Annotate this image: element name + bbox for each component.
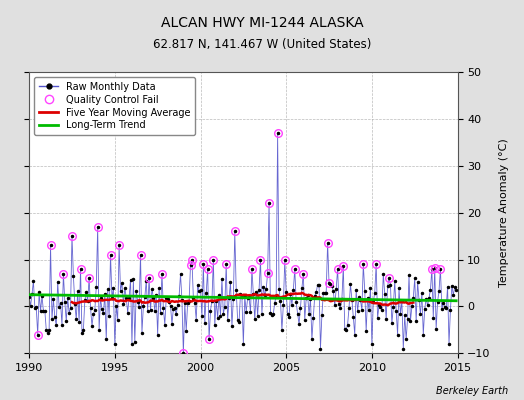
Text: Berkeley Earth: Berkeley Earth (436, 386, 508, 396)
Text: ALCAN HWY MI-1244 ALASKA: ALCAN HWY MI-1244 ALASKA (161, 16, 363, 30)
Legend: Raw Monthly Data, Quality Control Fail, Five Year Moving Average, Long-Term Tren: Raw Monthly Data, Quality Control Fail, … (34, 77, 195, 135)
Text: 62.817 N, 141.467 W (United States): 62.817 N, 141.467 W (United States) (153, 38, 371, 51)
Y-axis label: Temperature Anomaly (°C): Temperature Anomaly (°C) (499, 138, 509, 287)
